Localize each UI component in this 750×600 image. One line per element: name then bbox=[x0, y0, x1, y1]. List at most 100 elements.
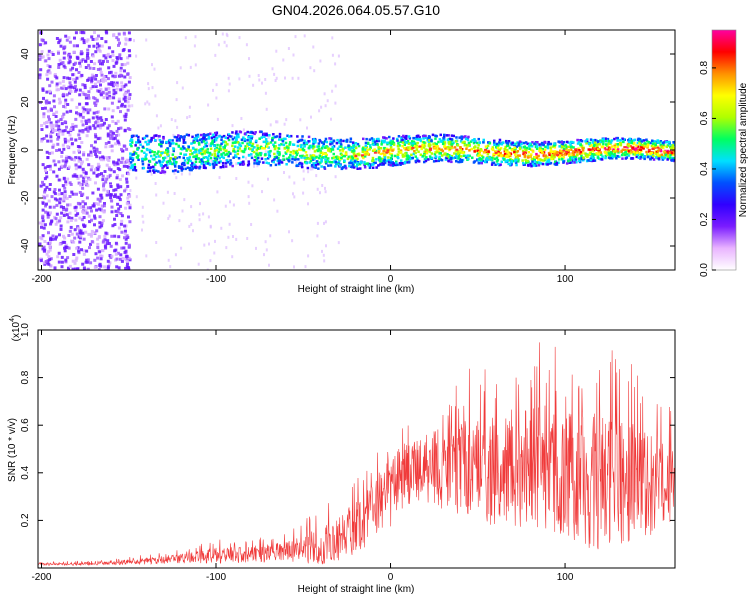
spectrogram-band-cell bbox=[356, 163, 359, 166]
spectrogram-band-cell bbox=[531, 141, 534, 144]
spectrogram-band-cell bbox=[205, 141, 208, 144]
spectrogram-band-cell bbox=[642, 146, 645, 149]
spectrogram-band-cell bbox=[196, 133, 200, 137]
spectrogram-noise-cell bbox=[63, 186, 67, 190]
spectrogram-noise-cell bbox=[79, 64, 82, 68]
spectrogram-band-cell bbox=[137, 138, 140, 142]
spectrogram-band-cell bbox=[325, 153, 328, 157]
spectrogram-band-cell bbox=[163, 156, 167, 159]
spectrogram-band-cell bbox=[442, 135, 446, 139]
spectrogram-band-cell bbox=[459, 149, 462, 153]
spectrogram-band-cell bbox=[392, 137, 395, 140]
spectrogram-noise-cell bbox=[57, 124, 61, 128]
spectrogram-band-cell bbox=[145, 147, 149, 151]
spectrogram-band-cell bbox=[526, 159, 529, 163]
spectrogram-noise-cell bbox=[57, 160, 61, 164]
spectrogram-band-cell bbox=[535, 143, 538, 147]
spectrogram-noise-cell bbox=[105, 163, 109, 167]
spectrogram-band-cell bbox=[485, 160, 488, 164]
spectrogram-faint-cell bbox=[284, 76, 286, 80]
spectrogram-noise-cell bbox=[78, 102, 82, 106]
spectrogram-noise-cell bbox=[119, 57, 123, 61]
spectrogram-noise-cell bbox=[106, 266, 110, 270]
spectrogram-band-cell bbox=[440, 158, 444, 162]
spectrogram-band-cell bbox=[131, 153, 134, 156]
spectrogram-faint-cell bbox=[256, 164, 259, 168]
spectrogram-band-cell bbox=[499, 163, 502, 166]
spectrogram-noise-cell bbox=[91, 38, 95, 41]
snr-xtick-label: -200 bbox=[31, 572, 51, 583]
spectrogram-noise-cell bbox=[93, 62, 97, 66]
spectrogram-noise-cell bbox=[89, 242, 92, 246]
spectrogram-noise-cell bbox=[120, 147, 123, 151]
spectrogram-faint-cell bbox=[232, 235, 234, 238]
spectrogram-faint-cell bbox=[167, 217, 170, 220]
spectrogram-band-cell bbox=[587, 153, 591, 157]
snr-ytick-label: 0.2 bbox=[20, 513, 31, 527]
spectrogram-noise-cell bbox=[77, 249, 81, 253]
spectrogram-noise-cell bbox=[57, 260, 61, 264]
spectrogram-band-cell bbox=[460, 135, 463, 138]
spectrogram-noise-cell bbox=[65, 213, 69, 217]
spectrogram-faint-cell bbox=[334, 84, 337, 88]
spectrogram-band-cell bbox=[172, 159, 176, 162]
spectrogram-noise-cell bbox=[77, 149, 81, 153]
spectrogram-noise-cell bbox=[119, 66, 123, 70]
spectrogram-band-cell bbox=[635, 155, 638, 159]
spectrogram-noise-cell bbox=[65, 125, 68, 129]
spectrogram-band-cell bbox=[623, 148, 627, 152]
spectrogram-band-cell bbox=[338, 141, 341, 144]
spectrogram-band-cell bbox=[671, 144, 674, 147]
spectrogram-band-cell bbox=[178, 166, 181, 169]
spectrogram-noise-cell bbox=[70, 85, 74, 89]
spectrogram-band-cell bbox=[198, 151, 201, 155]
spectrogram-band-cell bbox=[363, 155, 367, 158]
spectrogram-noise-cell bbox=[86, 111, 90, 115]
spectrogram-band-cell bbox=[516, 150, 520, 153]
spectrogram-noise-cell bbox=[58, 130, 62, 134]
spectrogram-faint-cell bbox=[209, 224, 212, 228]
spectrogram-band-cell bbox=[246, 144, 249, 148]
spectrogram-noise-cell bbox=[61, 184, 65, 188]
spectrogram-noise-cell bbox=[111, 59, 115, 63]
spectrogram-band-cell bbox=[662, 146, 665, 150]
spectrogram-band-cell bbox=[226, 161, 230, 164]
spectrogram-noise-cell bbox=[67, 155, 71, 159]
spectrogram-band-cell bbox=[300, 148, 303, 152]
spectrogram-noise-cell bbox=[108, 96, 112, 100]
spectrogram-band-cell bbox=[141, 137, 145, 140]
spectrogram-noise-cell bbox=[103, 121, 106, 125]
spectrogram-band-cell bbox=[603, 147, 607, 150]
spectrogram-band-cell bbox=[528, 144, 531, 147]
spectrogram-band-cell bbox=[251, 142, 255, 146]
spectrogram-band-cell bbox=[488, 142, 492, 145]
spectrogram-band-cell bbox=[547, 140, 550, 144]
spectrogram-noise-cell bbox=[96, 237, 100, 241]
spectrogram-noise-cell bbox=[61, 79, 65, 83]
spectrogram-band-cell bbox=[324, 137, 328, 141]
spectrogram-faint-cell bbox=[179, 66, 182, 70]
spectrogram-noise-cell bbox=[68, 85, 72, 89]
spectrogram-noise-cell bbox=[50, 51, 54, 54]
spectrogram-band-cell bbox=[329, 137, 333, 140]
spectrogram-noise-cell bbox=[124, 97, 128, 101]
spectrogram-band-cell bbox=[421, 143, 424, 147]
spectrogram-band-cell bbox=[299, 154, 302, 158]
spectrogram-band-cell bbox=[345, 140, 349, 143]
spectrogram-band-cell bbox=[656, 145, 659, 148]
spectrogram-noise-cell bbox=[46, 156, 50, 160]
spectrogram-band-cell bbox=[191, 152, 194, 155]
spectrogram-band-cell bbox=[593, 143, 596, 146]
spectrogram-band-cell bbox=[408, 147, 411, 150]
spectrogram-band-cell bbox=[320, 160, 323, 163]
spectrogram-band-cell bbox=[202, 140, 206, 143]
spectrogram-band-cell bbox=[255, 157, 258, 161]
spectrogram-band-cell bbox=[136, 147, 139, 150]
spectrogram-band-cell bbox=[389, 139, 392, 142]
spectrogram-band-cell bbox=[665, 145, 669, 149]
spectrogram-band-cell bbox=[645, 138, 648, 141]
spectrogram-noise-cell bbox=[70, 142, 74, 146]
spectrogram-noise-cell bbox=[112, 137, 116, 141]
spectrogram-band-cell bbox=[296, 140, 300, 144]
spectrogram-band-cell bbox=[399, 163, 402, 166]
